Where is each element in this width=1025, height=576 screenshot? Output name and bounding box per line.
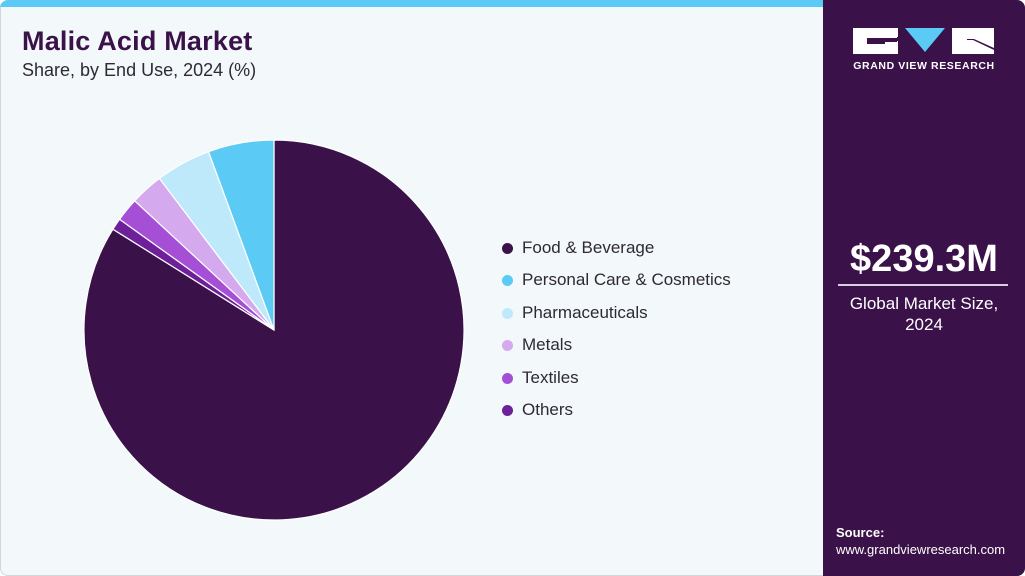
legend-label: Metals xyxy=(522,335,573,355)
legend-label: Personal Care & Cosmetics xyxy=(522,270,731,290)
accent-bar xyxy=(0,0,823,7)
market-size-label-line2: 2024 xyxy=(905,315,943,334)
market-size-label-line1: Global Market Size, xyxy=(849,294,999,313)
legend-dot-icon xyxy=(502,404,513,416)
legend-dot-icon xyxy=(502,340,513,352)
legend-item-textiles: Textiles xyxy=(502,367,731,399)
market-size-label: Global Market Size, 2024 xyxy=(823,293,1025,335)
legend-dot-icon xyxy=(502,372,513,384)
legend-item-personal-care: Personal Care & Cosmetics xyxy=(502,269,731,301)
source-url[interactable]: www.grandviewresearch.com xyxy=(836,542,1006,557)
logo-text: GRAND VIEW RESEARCH xyxy=(853,60,995,72)
legend-dot-icon xyxy=(502,307,513,319)
legend-label: Pharmaceuticals xyxy=(522,302,648,322)
pie-chart xyxy=(83,139,465,521)
legend-dot-icon xyxy=(502,243,513,254)
side-panel: GRAND VIEW RESEARCH $239.3M Global Marke… xyxy=(823,0,1025,576)
divider xyxy=(838,284,1008,286)
legend-item-metals: Metals xyxy=(502,334,731,366)
gvr-logo-icon xyxy=(853,28,994,54)
legend-dot-icon xyxy=(502,275,513,287)
legend-item-others: Others xyxy=(502,399,731,431)
chart-subtitle: Share, by End Use, 2024 (%) xyxy=(22,60,257,80)
legend-item-pharmaceuticals: Pharmaceuticals xyxy=(502,302,731,334)
chart-title: Malic Acid Market xyxy=(22,26,253,56)
legend-item-food-beverage: Food & Beverage xyxy=(502,237,731,269)
chart-legend: Food & Beverage Personal Care & Cosmetic… xyxy=(502,237,731,431)
legend-label: Textiles xyxy=(522,367,579,387)
pie-slice-personal-care-cosmetics xyxy=(207,139,275,331)
legend-label: Food & Beverage xyxy=(522,238,655,257)
market-size-value: $239.3M xyxy=(850,238,998,280)
source-label: Source: xyxy=(836,525,885,540)
legend-label: Others xyxy=(522,399,574,419)
